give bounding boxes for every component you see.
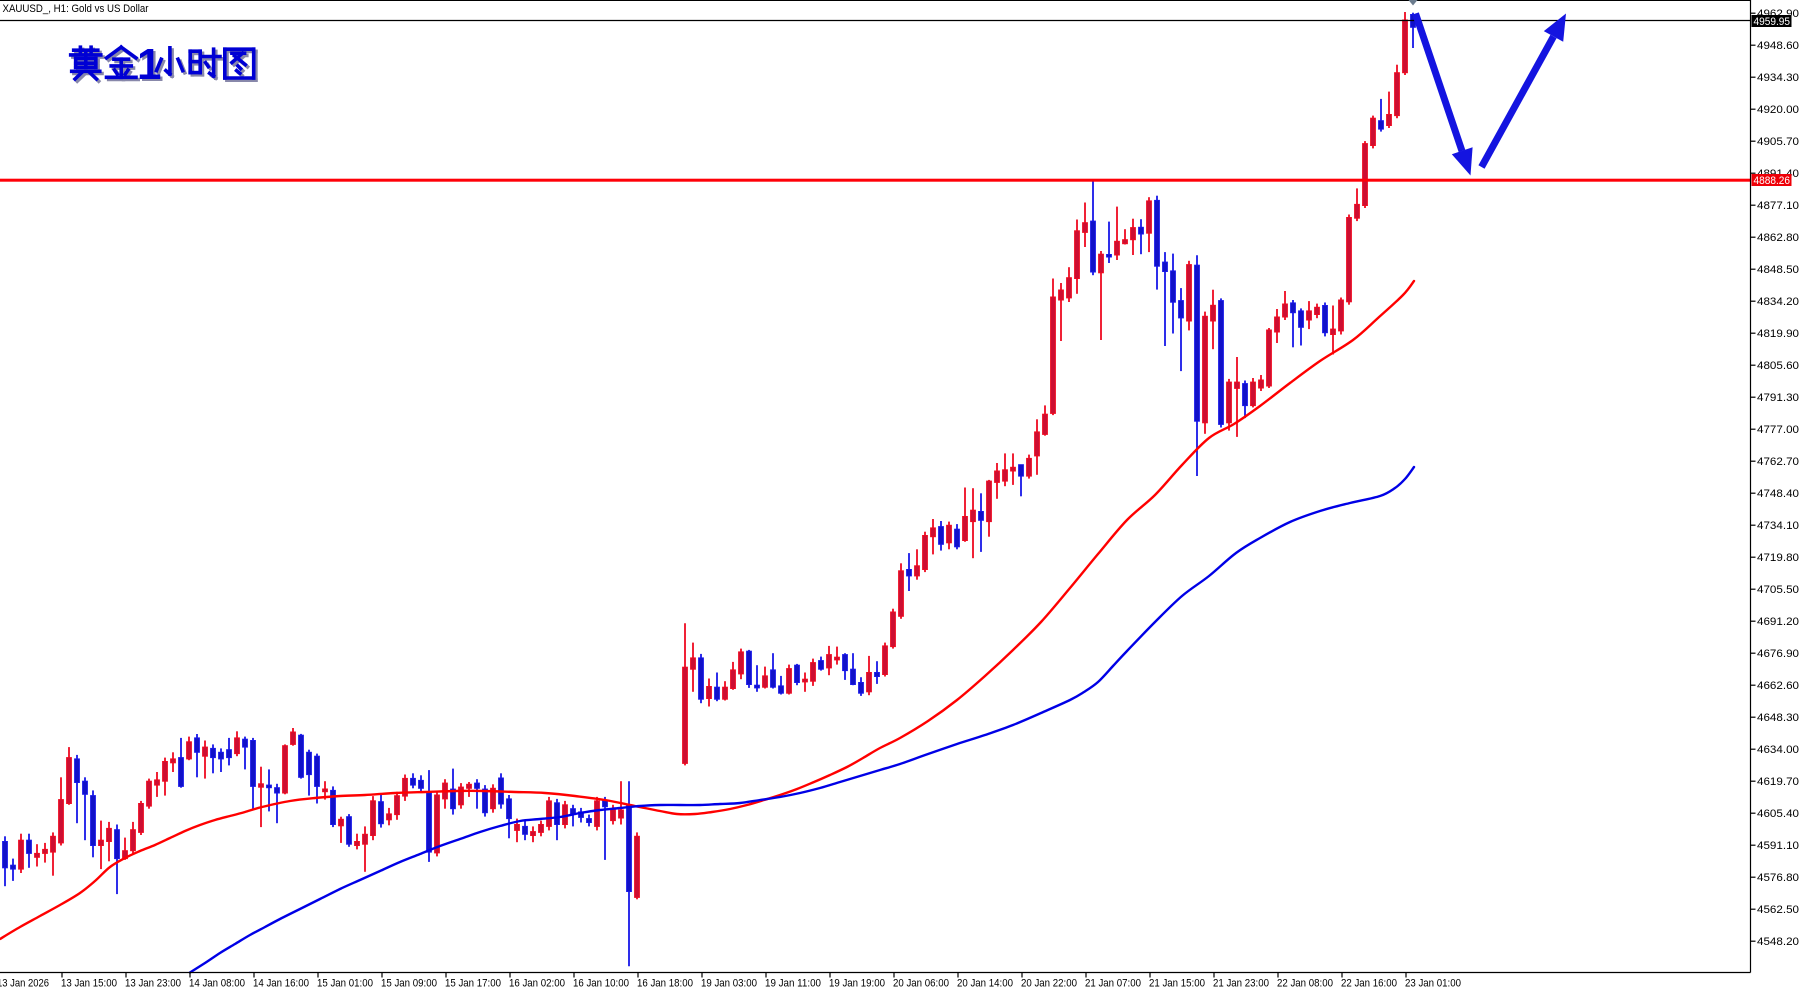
svg-text:XAUUSD_, H1: Gold vs US Dolla: XAUUSD_, H1: Gold vs US Dollar: [3, 3, 149, 15]
svg-text:4691.20: 4691.20: [1757, 616, 1799, 628]
svg-text:4676.90: 4676.90: [1757, 648, 1799, 660]
svg-text:4562.50: 4562.50: [1757, 904, 1799, 916]
svg-text:4905.70: 4905.70: [1757, 136, 1799, 148]
svg-text:13 Jan 15:00: 13 Jan 15:00: [61, 978, 117, 990]
svg-text:16 Jan 18:00: 16 Jan 18:00: [637, 978, 693, 990]
svg-text:19 Jan 11:00: 19 Jan 11:00: [765, 978, 821, 990]
svg-text:13 Jan 23:00: 13 Jan 23:00: [125, 978, 181, 990]
svg-text:15 Jan 17:00: 15 Jan 17:00: [445, 978, 501, 990]
svg-text:4819.90: 4819.90: [1757, 328, 1799, 340]
svg-text:1: 1: [137, 40, 161, 89]
svg-text:4748.40: 4748.40: [1757, 488, 1799, 500]
svg-text:15 Jan 01:00: 15 Jan 01:00: [317, 978, 373, 990]
svg-text:13 Jan 2026: 13 Jan 2026: [0, 978, 49, 990]
svg-text:4662.60: 4662.60: [1757, 680, 1799, 692]
svg-text:22 Jan 08:00: 22 Jan 08:00: [1277, 978, 1333, 990]
svg-text:19 Jan 19:00: 19 Jan 19:00: [829, 978, 885, 990]
svg-text:4576.80: 4576.80: [1757, 872, 1799, 884]
svg-text:21 Jan 07:00: 21 Jan 07:00: [1085, 978, 1141, 990]
svg-text:4634.00: 4634.00: [1757, 744, 1799, 756]
svg-text:21 Jan 15:00: 21 Jan 15:00: [1149, 978, 1205, 990]
svg-text:4619.70: 4619.70: [1757, 776, 1799, 788]
svg-text:4734.10: 4734.10: [1757, 520, 1799, 532]
svg-text:4762.70: 4762.70: [1757, 456, 1799, 468]
svg-text:20 Jan 22:00: 20 Jan 22:00: [1021, 978, 1077, 990]
svg-text:4705.50: 4705.50: [1757, 584, 1799, 596]
svg-text:4888.26: 4888.26: [1754, 175, 1791, 187]
svg-text:4848.50: 4848.50: [1757, 264, 1799, 276]
svg-text:4719.80: 4719.80: [1757, 552, 1799, 564]
svg-text:4591.10: 4591.10: [1757, 840, 1799, 852]
svg-text:16 Jan 10:00: 16 Jan 10:00: [573, 978, 629, 990]
svg-text:21 Jan 23:00: 21 Jan 23:00: [1213, 978, 1269, 990]
svg-text:4948.60: 4948.60: [1757, 40, 1799, 52]
svg-text:14 Jan 08:00: 14 Jan 08:00: [189, 978, 245, 990]
svg-text:22 Jan 16:00: 22 Jan 16:00: [1341, 978, 1397, 990]
svg-text:4648.30: 4648.30: [1757, 712, 1799, 724]
svg-text:16 Jan 02:00: 16 Jan 02:00: [509, 978, 565, 990]
svg-text:19 Jan 03:00: 19 Jan 03:00: [701, 978, 757, 990]
svg-text:20 Jan 06:00: 20 Jan 06:00: [893, 978, 949, 990]
svg-text:4791.30: 4791.30: [1757, 392, 1799, 404]
svg-text:4877.10: 4877.10: [1757, 200, 1799, 212]
svg-text:4605.40: 4605.40: [1757, 808, 1799, 820]
svg-text:4920.00: 4920.00: [1757, 104, 1799, 116]
svg-text:4548.20: 4548.20: [1757, 936, 1799, 948]
svg-text:15 Jan 09:00: 15 Jan 09:00: [381, 978, 437, 990]
svg-text:4777.00: 4777.00: [1757, 424, 1799, 436]
svg-text:4834.20: 4834.20: [1757, 296, 1799, 308]
svg-text:4805.60: 4805.60: [1757, 360, 1799, 372]
svg-text:23 Jan 01:00: 23 Jan 01:00: [1405, 978, 1461, 990]
svg-text:4934.30: 4934.30: [1757, 72, 1799, 84]
svg-text:14 Jan 16:00: 14 Jan 16:00: [253, 978, 309, 990]
svg-text:4862.80: 4862.80: [1757, 232, 1799, 244]
svg-text:4959.95: 4959.95: [1754, 16, 1791, 28]
svg-text:20 Jan 14:00: 20 Jan 14:00: [957, 978, 1013, 990]
